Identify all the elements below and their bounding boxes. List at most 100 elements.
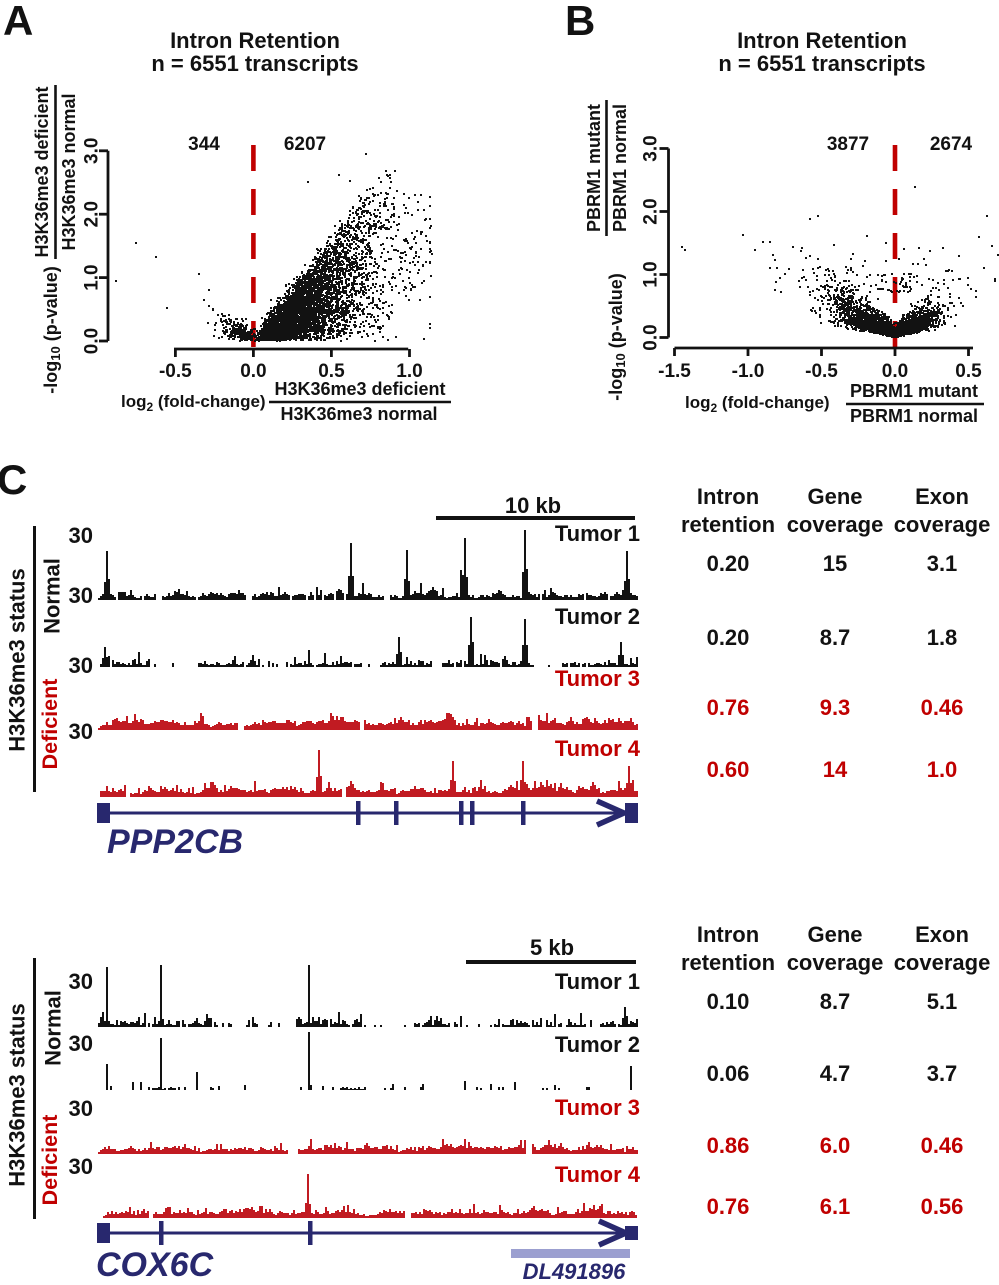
svg-text:Deficient: Deficient	[38, 679, 62, 770]
svg-text:-0.5: -0.5	[805, 361, 838, 382]
svg-text:Normal: Normal	[40, 558, 65, 634]
svg-text:344: 344	[188, 134, 220, 155]
svg-text:Tumor 3: Tumor 3	[555, 1095, 640, 1120]
svg-text:15: 15	[823, 551, 847, 576]
svg-text:8.7: 8.7	[820, 989, 851, 1014]
svg-text:Tumor 4: Tumor 4	[555, 736, 641, 761]
svg-text:Exon: Exon	[915, 484, 969, 509]
svg-text:-1.5: -1.5	[658, 361, 691, 382]
svg-text:0.46: 0.46	[921, 695, 964, 720]
svg-text:Normal: Normal	[41, 990, 66, 1066]
svg-text:6.0: 6.0	[820, 1133, 851, 1158]
svg-text:PBRM1 mutant: PBRM1 mutant	[584, 104, 604, 232]
svg-text:0.5: 0.5	[318, 361, 345, 382]
svg-text:B: B	[565, 0, 595, 44]
svg-text:coverage: coverage	[894, 950, 991, 975]
svg-text:6207: 6207	[284, 134, 326, 155]
svg-text:0.20: 0.20	[707, 551, 750, 576]
svg-text:0.60: 0.60	[707, 757, 750, 782]
svg-text:10 kb: 10 kb	[505, 493, 561, 518]
svg-text:14: 14	[823, 757, 848, 782]
svg-text:DL491896: DL491896	[523, 1259, 627, 1280]
svg-text:0.86: 0.86	[707, 1133, 750, 1158]
svg-text:0.20: 0.20	[707, 625, 750, 650]
svg-text:-log10 (p-value): -log10 (p-value)	[606, 273, 628, 400]
svg-text:PBRM1 normal: PBRM1 normal	[610, 104, 630, 232]
svg-text:coverage: coverage	[894, 512, 991, 537]
svg-text:coverage: coverage	[787, 950, 884, 975]
svg-text:Intron: Intron	[697, 484, 759, 509]
svg-text:3.7: 3.7	[927, 1061, 958, 1086]
svg-text:A: A	[3, 0, 33, 44]
svg-text:coverage: coverage	[787, 512, 884, 537]
svg-text:1.0: 1.0	[641, 261, 662, 287]
svg-text:0.56: 0.56	[921, 1194, 964, 1219]
svg-text:0.0: 0.0	[641, 324, 662, 350]
svg-text:log2 (fold-change): log2 (fold-change)	[121, 392, 266, 414]
svg-text:3.1: 3.1	[927, 551, 958, 576]
svg-text:H3K36me3 status: H3K36me3 status	[5, 568, 30, 751]
svg-text:9.3: 9.3	[820, 695, 851, 720]
svg-text:3.0: 3.0	[641, 135, 662, 161]
svg-text:30: 30	[69, 523, 93, 548]
svg-text:Tumor 4: Tumor 4	[555, 1162, 641, 1187]
svg-text:retention: retention	[681, 512, 775, 537]
svg-text:3877: 3877	[827, 134, 869, 155]
svg-text:0.46: 0.46	[921, 1133, 964, 1158]
svg-text:Tumor 3: Tumor 3	[555, 666, 640, 691]
svg-text:COX6C: COX6C	[96, 1246, 214, 1280]
svg-text:1.0: 1.0	[396, 361, 422, 382]
svg-text:H3K36me3 normal: H3K36me3 normal	[280, 404, 437, 424]
svg-text:2.0: 2.0	[82, 201, 103, 227]
svg-text:C: C	[0, 456, 27, 503]
svg-text:6.1: 6.1	[820, 1194, 851, 1219]
svg-text:-0.5: -0.5	[159, 361, 192, 382]
svg-text:0.0: 0.0	[240, 361, 266, 382]
svg-text:H3K36me3 deficient: H3K36me3 deficient	[274, 379, 445, 399]
svg-text:30: 30	[69, 1096, 93, 1121]
svg-text:0.0: 0.0	[82, 328, 103, 354]
svg-text:30: 30	[69, 969, 93, 994]
svg-text:Intron Retention: Intron Retention	[737, 28, 907, 53]
svg-text:-log10 (p-value): -log10 (p-value)	[41, 266, 63, 393]
svg-text:1.8: 1.8	[927, 625, 958, 650]
svg-text:Tumor 2: Tumor 2	[555, 604, 640, 629]
svg-text:-1.0: -1.0	[732, 361, 765, 382]
svg-text:Tumor 1: Tumor 1	[555, 969, 640, 994]
svg-text:0.0: 0.0	[882, 361, 908, 382]
svg-text:Intron Retention: Intron Retention	[170, 28, 340, 53]
svg-text:0.10: 0.10	[707, 989, 750, 1014]
svg-text:n = 6551 transcripts: n = 6551 transcripts	[718, 51, 925, 76]
svg-text:Exon: Exon	[915, 922, 969, 947]
svg-text:Gene: Gene	[807, 484, 862, 509]
svg-text:H3K36me3 normal: H3K36me3 normal	[59, 93, 79, 250]
svg-text:Gene: Gene	[807, 922, 862, 947]
svg-text:retention: retention	[681, 950, 775, 975]
svg-text:4.7: 4.7	[820, 1061, 851, 1086]
svg-text:2.0: 2.0	[641, 198, 662, 224]
svg-text:H3K36me3 deficient: H3K36me3 deficient	[32, 86, 52, 257]
svg-text:5 kb: 5 kb	[530, 935, 574, 960]
svg-text:Tumor 2: Tumor 2	[555, 1032, 640, 1057]
svg-text:1.0: 1.0	[927, 757, 958, 782]
svg-text:Tumor 1: Tumor 1	[555, 521, 640, 546]
svg-text:0.76: 0.76	[707, 1194, 750, 1219]
svg-text:2674: 2674	[930, 134, 973, 155]
svg-text:log2 (fold-change): log2 (fold-change)	[685, 393, 830, 415]
svg-text:30: 30	[69, 583, 93, 608]
svg-text:30: 30	[69, 1154, 93, 1179]
svg-text:PPP2CB: PPP2CB	[107, 823, 243, 861]
svg-text:PBRM1 mutant: PBRM1 mutant	[850, 381, 978, 401]
svg-text:30: 30	[69, 653, 93, 678]
svg-text:PBRM1 normal: PBRM1 normal	[850, 406, 978, 426]
svg-text:H3K36me3 status: H3K36me3 status	[5, 1003, 30, 1186]
svg-text:30: 30	[69, 1031, 93, 1056]
svg-text:0.76: 0.76	[707, 695, 750, 720]
svg-text:0.5: 0.5	[955, 361, 982, 382]
svg-text:n = 6551 transcripts: n = 6551 transcripts	[151, 51, 358, 76]
svg-text:1.0: 1.0	[82, 264, 103, 290]
svg-text:Deficient: Deficient	[38, 1115, 62, 1206]
svg-text:30: 30	[69, 719, 93, 744]
svg-text:0.06: 0.06	[707, 1061, 750, 1086]
svg-text:5.1: 5.1	[927, 989, 958, 1014]
